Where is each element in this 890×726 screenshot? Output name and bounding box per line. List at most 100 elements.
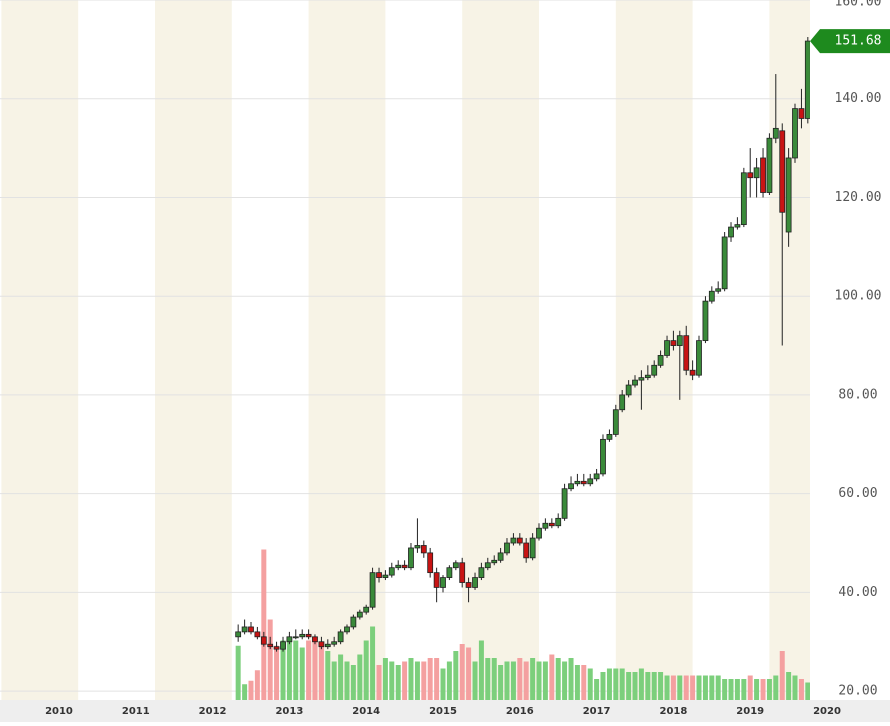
candle-body <box>241 626 248 633</box>
candle-body <box>267 643 274 648</box>
x-tick-label: 2014 <box>352 706 380 717</box>
volume-bar <box>446 661 452 700</box>
volume-bar <box>581 665 587 700</box>
volume-bar <box>254 670 260 700</box>
volume-bar <box>696 675 702 700</box>
volume-bar <box>274 645 280 700</box>
candle-body <box>331 641 338 645</box>
candle-body <box>638 377 645 381</box>
candle-body <box>580 480 587 485</box>
volume-bar <box>709 675 715 700</box>
volume-bar <box>728 679 734 700</box>
volume-bar <box>779 651 785 700</box>
candle-body <box>472 577 478 588</box>
volume-bar <box>542 661 548 700</box>
volume-bar <box>318 644 324 700</box>
last-price-label: 151.68 <box>835 34 882 49</box>
candle-body <box>382 574 389 578</box>
y-tick-label: 80.00 <box>838 387 877 402</box>
volume-bar <box>376 665 382 700</box>
volume-bar <box>408 658 414 700</box>
candle-body <box>292 636 299 639</box>
axes: 20.00 40.00 60.00 80.00 100.00 120.00 140.00 16… <box>45 0 890 717</box>
candle-body <box>619 394 626 411</box>
volume-bar <box>638 668 644 700</box>
y-tick-label: 120.00 <box>835 190 882 205</box>
y-tick-label: 100.00 <box>835 289 882 304</box>
candle-body <box>427 552 434 574</box>
candle-body <box>587 478 594 485</box>
volume-bar <box>619 668 625 700</box>
candle-body <box>632 379 638 386</box>
x-tick-label: 2011 <box>122 706 150 717</box>
volume-bar <box>549 654 555 700</box>
candle-body <box>414 545 421 549</box>
volume-bar <box>242 684 248 700</box>
candle-body <box>568 483 574 490</box>
volume-bar <box>466 647 472 700</box>
volume-bar <box>690 675 696 700</box>
volume-bar <box>523 661 529 700</box>
volume-bar <box>536 661 542 700</box>
candle-body <box>478 567 485 578</box>
y-tick-label: 140.00 <box>835 91 882 106</box>
candle-body <box>401 564 408 569</box>
volume-bar <box>600 672 606 700</box>
candle-body <box>740 172 747 226</box>
volume-bar <box>574 665 580 700</box>
year-band <box>1 0 79 700</box>
volume-bar <box>594 679 600 700</box>
y-tick-label: 20.00 <box>838 684 877 699</box>
volume-bar <box>530 658 536 700</box>
volume-bar <box>459 644 465 700</box>
candle-body <box>280 641 286 650</box>
candle-body <box>446 567 453 578</box>
candle-body <box>606 434 613 440</box>
volume-bar <box>670 675 676 700</box>
y-tick-label: 60.00 <box>838 486 877 501</box>
candle-body <box>408 547 414 569</box>
volume-bar <box>363 640 369 700</box>
volume-bar <box>702 675 708 700</box>
candle-body <box>286 636 293 643</box>
volume-bar <box>382 658 388 700</box>
x-tick-label: 2017 <box>583 706 611 717</box>
volume-bar <box>805 682 810 700</box>
x-tick-label: 2019 <box>736 706 764 717</box>
volume-bar <box>786 672 792 700</box>
volume-bar <box>440 668 446 700</box>
volume-bar <box>754 679 760 700</box>
volume-bar <box>760 679 766 700</box>
volume-bar <box>280 640 286 700</box>
candle-body <box>772 127 779 139</box>
volume-bar <box>498 665 504 700</box>
candle-body <box>510 537 517 544</box>
volume-bar <box>715 675 721 700</box>
volume-bar <box>626 672 632 700</box>
candle-body <box>612 409 619 435</box>
volume-bar <box>562 661 568 700</box>
candle-body <box>324 643 331 648</box>
candle-body <box>593 473 600 480</box>
candle-body <box>696 340 702 376</box>
volume-bar <box>434 658 440 700</box>
candle-body <box>529 537 536 559</box>
candle-body <box>721 236 728 290</box>
candle-body <box>728 226 734 238</box>
candle-body <box>356 611 363 618</box>
candle-body <box>337 631 344 643</box>
candle-body <box>664 340 670 356</box>
x-tick-label: 2018 <box>659 706 687 717</box>
candle-body <box>657 355 664 366</box>
candle-body <box>376 572 382 578</box>
candle-body <box>350 616 357 628</box>
volume-bar <box>606 668 612 700</box>
candle-body <box>260 636 267 645</box>
candle-body <box>753 167 760 179</box>
volume-bar <box>235 645 241 700</box>
volume-bar <box>350 665 356 700</box>
volume-bar <box>510 661 516 700</box>
volume-bar <box>338 654 344 700</box>
volume-bar <box>645 672 651 700</box>
volume-bar <box>773 675 779 700</box>
